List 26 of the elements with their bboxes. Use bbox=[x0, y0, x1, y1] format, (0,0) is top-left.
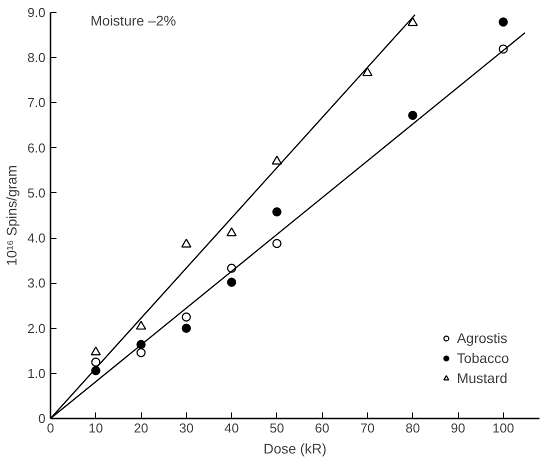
y-tick-label: 5.0 bbox=[27, 185, 46, 200]
legend-label: Mustard bbox=[456, 370, 508, 386]
y-tick-label: 3.0 bbox=[27, 276, 46, 291]
y-tick-label: 7.0 bbox=[27, 95, 46, 110]
legend-label: Tobacco bbox=[456, 350, 509, 366]
x-tick-label: 90 bbox=[450, 420, 466, 436]
x-axis-title: Dose (kR) bbox=[263, 440, 327, 456]
x-tick-label: 100 bbox=[492, 420, 514, 436]
x-tick-label: 40 bbox=[224, 420, 239, 436]
y-axis-title: 10¹⁶ Spins/gram bbox=[3, 165, 20, 266]
y-tick-label: 9.0 bbox=[27, 5, 46, 20]
x-tick-label: 50 bbox=[270, 420, 284, 436]
x-tick-label: 10 bbox=[88, 420, 104, 436]
x-tick-label: 20 bbox=[134, 420, 148, 436]
y-tick-label: 1.0 bbox=[27, 366, 46, 381]
y-tick-label: 8.0 bbox=[27, 50, 46, 66]
y-tick-label: 4.0 bbox=[27, 230, 46, 246]
y-tick-label: 2.0 bbox=[27, 320, 46, 336]
x-tick-label: 30 bbox=[179, 420, 194, 436]
y-tick-label: 6.0 bbox=[27, 140, 46, 156]
x-tick-label: 60 bbox=[314, 420, 330, 436]
x-tick-label: 70 bbox=[360, 420, 375, 436]
legend-label: Agrostis bbox=[456, 330, 508, 346]
x-tick-label: 80 bbox=[405, 420, 420, 436]
annotation: Moisture –2% bbox=[90, 12, 176, 28]
y-tick-label: 0 bbox=[38, 411, 46, 426]
